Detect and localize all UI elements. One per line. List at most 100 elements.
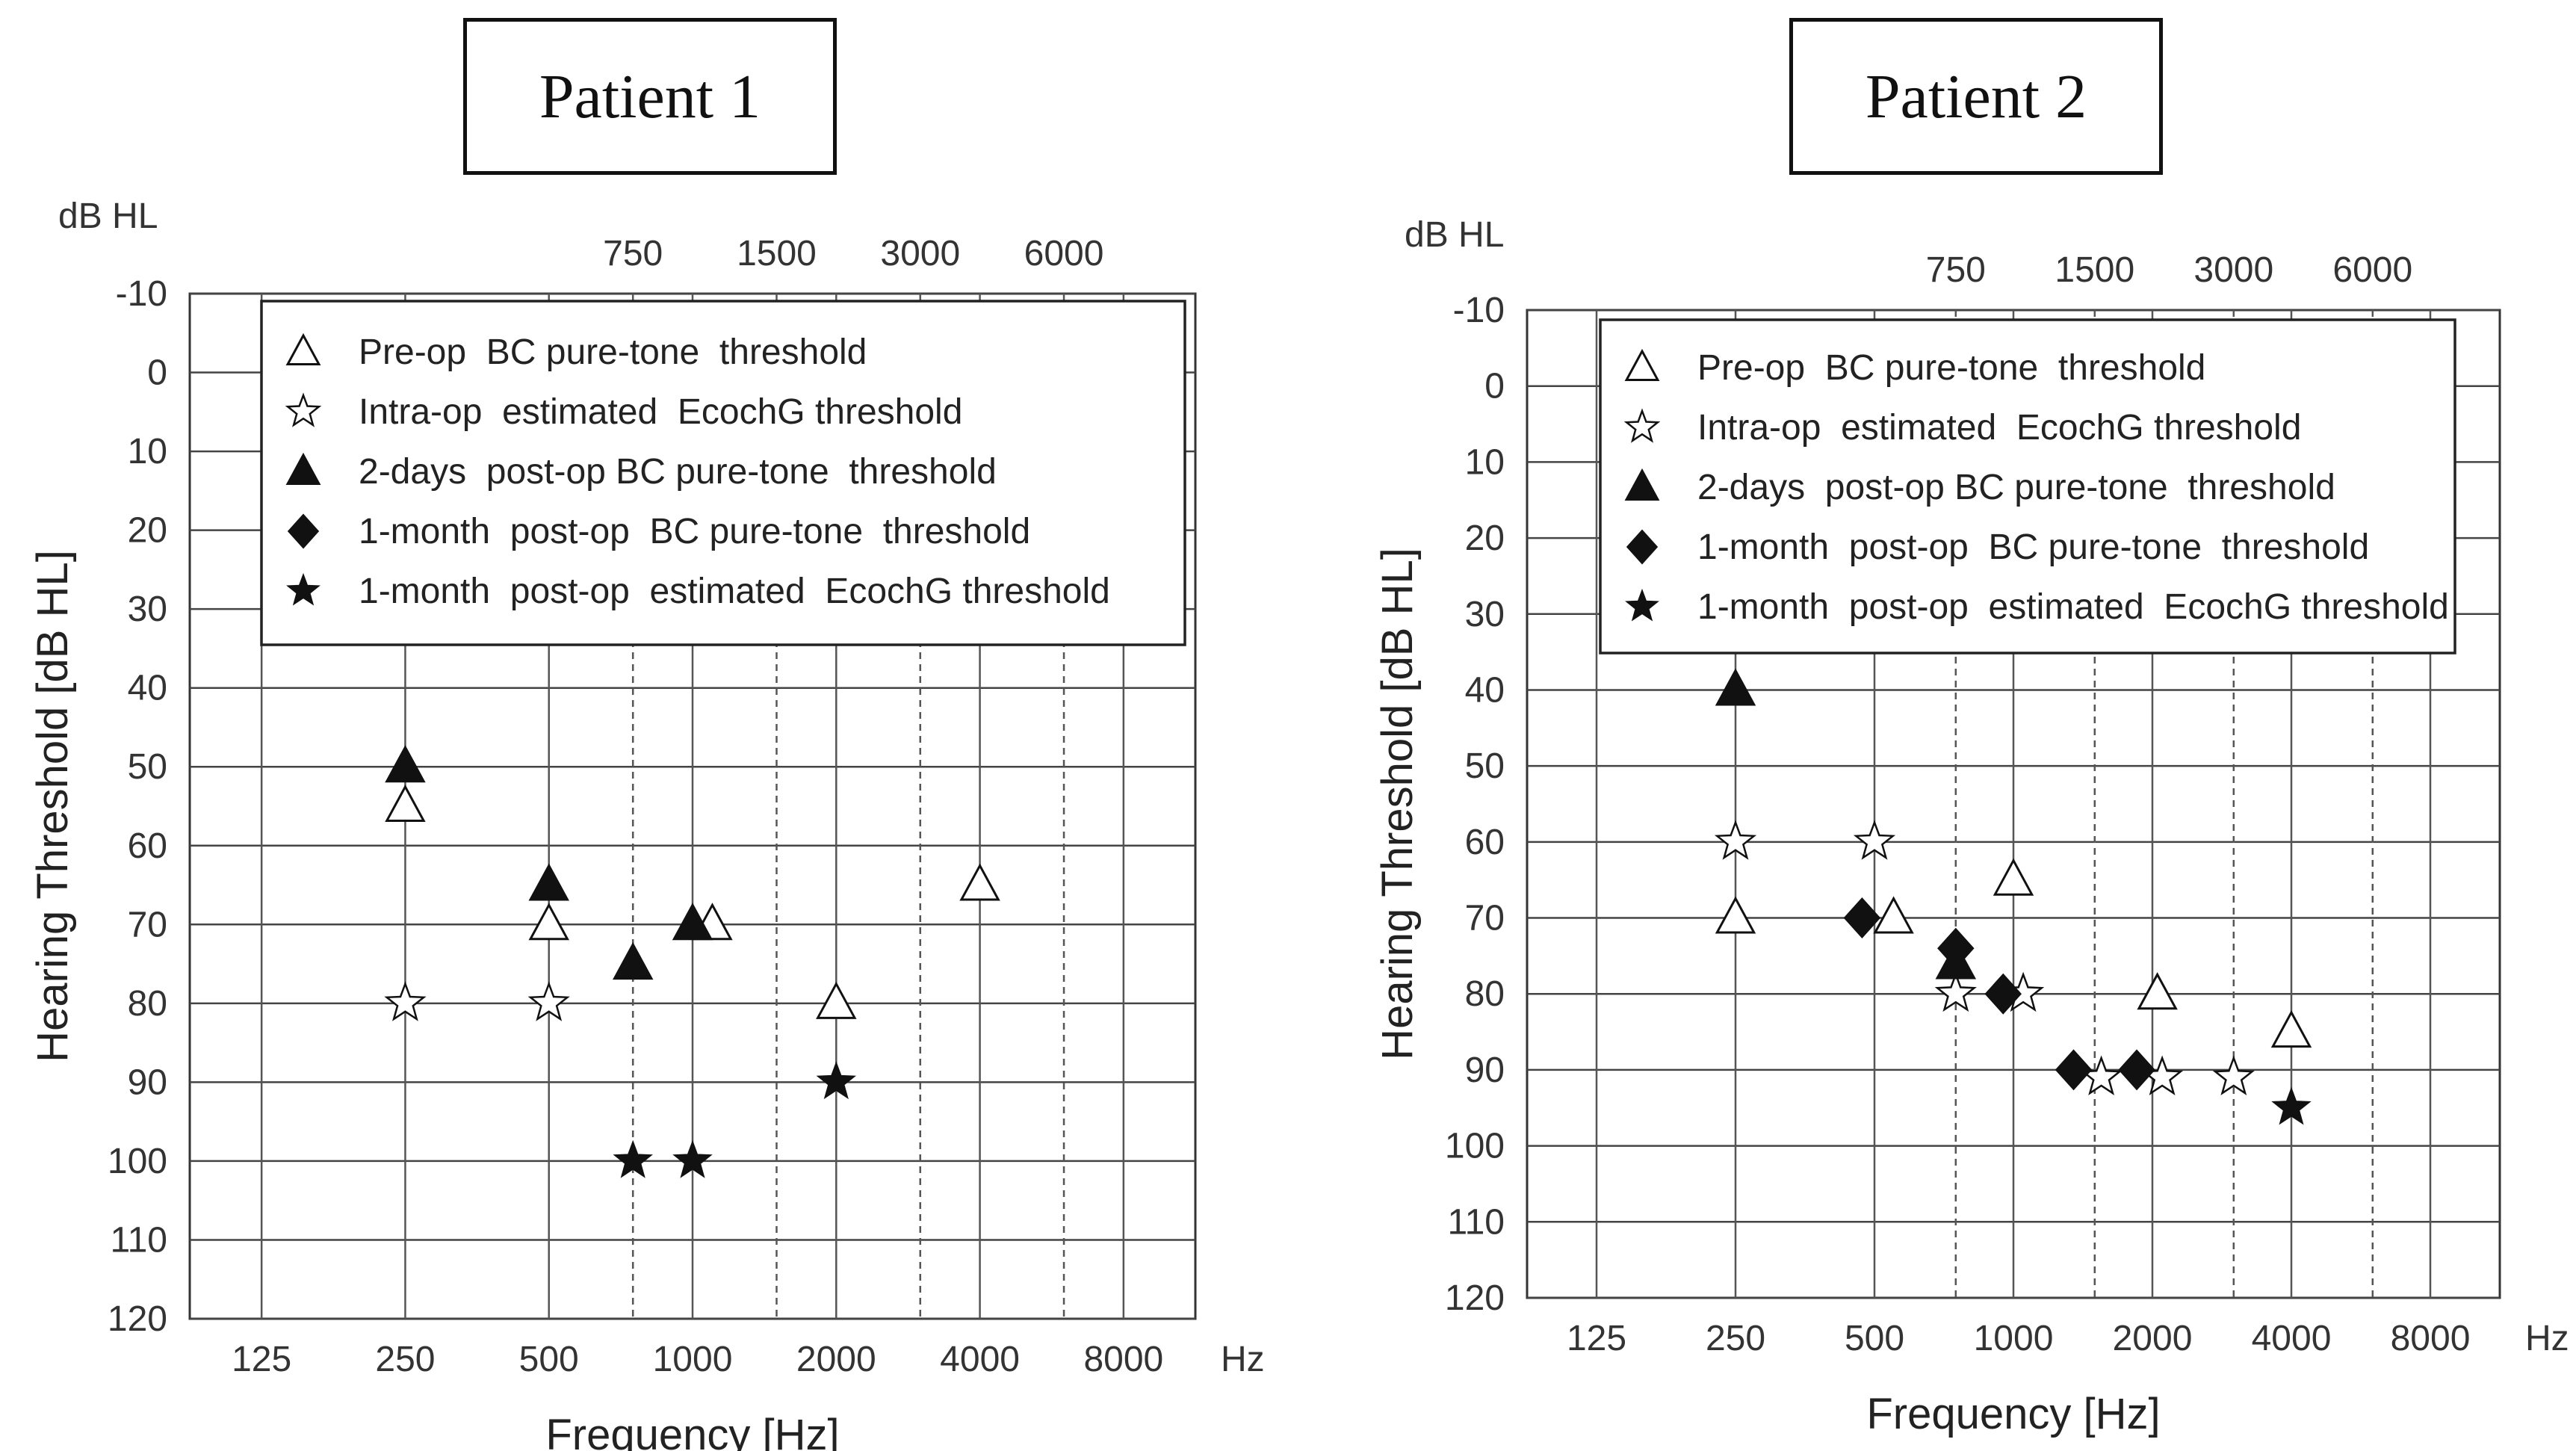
y-tick-label: 80 [128,984,167,1024]
audiogram-patient-1: -10 0 10 20 30 40 50 60 70 80 90 100 110 120 125 250 500… [28,197,1265,1451]
y-axis-title: Hearing Threshold [dB HL] [1373,548,1422,1060]
y-tick-label: 60 [128,826,167,866]
x-tick-label: 4000 [2252,1319,2332,1358]
y-tick-label: 20 [128,511,167,551]
legend-marker-triangle-open [285,332,321,365]
y-tick-label: 70 [128,905,167,944]
y-tick-label: 10 [1465,442,1505,482]
legend-label: 1-month post-op estimated EcochG thresho… [359,572,1110,611]
patient-1-title: Patient 1 [463,18,837,175]
data-point-triangle-filled [385,745,426,783]
data-point-star-filled [613,1139,653,1178]
patient-2-title: Patient 2 [1789,18,2163,175]
x-unit-label: Hz [1221,1340,1265,1379]
legend-label: 2-days post-op BC pure-tone threshold [1697,468,2335,507]
y-tick-label: 80 [1465,974,1505,1014]
data-point-triangle-open [385,784,426,822]
data-point-star-open [384,981,427,1021]
y-tick-label: 90 [128,1062,167,1102]
y-axis-title: Hearing Threshold [dB HL] [28,550,77,1062]
data-point-triangle-open [1993,858,2034,896]
data-point-diamond-filled [1937,927,1975,969]
x-tick-label: 500 [1845,1319,1904,1358]
x-axis-title: Frequency [Hz] [1866,1390,2160,1438]
y-tick-label: 0 [147,353,167,393]
y-tick-label: 10 [128,432,167,471]
y-tick-label: 30 [128,590,167,629]
data-point-triangle-filled [612,941,654,980]
data-point-star-open [1853,820,1896,860]
y-tick-label: 50 [1465,746,1505,786]
legend-marker-star-open [1623,408,1661,443]
y-unit-label: dB HL [1405,215,1504,255]
x-top-tick-label: 750 [603,234,663,273]
legend-label: 2-days post-op BC pure-tone threshold [359,452,997,492]
x-top-tick-label: 1500 [737,234,817,273]
audiogram-patient-2: -10 0 10 20 30 40 50 60 70 80 90 100 110 120 125 250 500… [1373,215,2569,1438]
legend-box [260,300,1186,646]
x-tick-label: 500 [519,1340,579,1379]
data-point-triangle-open [816,981,857,1019]
x-tick-label: 8000 [2391,1319,2471,1358]
y-tick-label: 110 [1447,1202,1505,1242]
y-tick-label: 90 [1465,1051,1505,1090]
legend-label: 1-month post-op estimated EcochG thresho… [1697,587,2449,627]
x-tick-label: 250 [1706,1319,1765,1358]
legend-label: 1-month post-op BC pure-tone threshold [359,512,1030,551]
data-point-star-filled [672,1139,713,1178]
y-tick-label: 30 [1465,595,1505,634]
x-tick-label: 1000 [1974,1319,2054,1358]
data-point-triangle-open [2137,972,2178,1010]
legend-label: 1-month post-op BC pure-tone threshold [1697,528,2369,567]
data-point-star-open [1934,971,1977,1012]
data-point-triangle-filled [1715,668,1756,706]
y-tick-label: 70 [1465,899,1505,938]
data-point-triangle-open [2270,1009,2312,1048]
x-top-tick-label: 3000 [880,234,960,273]
data-point-star-open [1714,820,1757,860]
x-tick-label: 8000 [1083,1340,1163,1379]
y-tick-label: 40 [128,669,167,708]
y-tick-label: 0 [1484,367,1505,406]
data-point-star-open [527,981,570,1021]
legend-label: Pre-op BC pure-tone threshold [1697,348,2205,388]
data-point-triangle-open [959,863,1000,901]
x-tick-label: 250 [375,1340,435,1379]
data-point-triangle-open [1873,896,1914,934]
data-point-triangle-open [1715,896,1756,934]
y-tick-label: 20 [1465,519,1505,558]
legend-box [1599,318,2456,655]
y-tick-label: 50 [128,747,167,787]
data-point-diamond-filled [1843,897,1881,939]
y-unit-label: dB HL [58,197,158,236]
legend-marker-star-filled [1625,588,1659,622]
data-point-triangle-open [528,903,569,941]
legend-marker-diamond-filled [1626,529,1659,565]
legend-label: Intra-op estimated EcochG threshold [359,392,962,432]
legend-marker-diamond-filled [287,513,320,549]
x-tick-label: 2000 [796,1340,876,1379]
y-tick-label: 60 [1465,823,1505,862]
y-tick-label: 120 [1445,1278,1505,1318]
x-tick-label: 125 [1567,1319,1626,1358]
y-tick-label: -10 [1453,291,1505,330]
data-point-star-filled [2271,1086,2312,1125]
y-tick-label: 110 [110,1220,167,1260]
x-tick-label: 4000 [940,1340,1020,1379]
y-tick-label: 120 [108,1299,167,1339]
legend-label: Intra-op estimated EcochG threshold [1697,408,2301,448]
data-point-diamond-filled [1984,973,2022,1015]
data-point-diamond-filled [2118,1049,2155,1091]
y-tick-label: 100 [1445,1127,1505,1166]
x-top-tick-label: 750 [1926,250,1986,290]
legend-marker-triangle-filled [285,452,321,485]
legend-label: Pre-op BC pure-tone threshold [359,332,867,372]
legend-marker-star-filled [286,572,321,606]
y-tick-label: 100 [108,1142,167,1181]
legend-marker-star-open [285,392,322,427]
x-top-tick-label: 6000 [1024,234,1104,273]
x-tick-label: 125 [232,1340,291,1379]
x-unit-label: Hz [2525,1319,2569,1358]
x-top-tick-label: 3000 [2193,250,2273,290]
legend-marker-triangle-filled [1624,468,1660,501]
